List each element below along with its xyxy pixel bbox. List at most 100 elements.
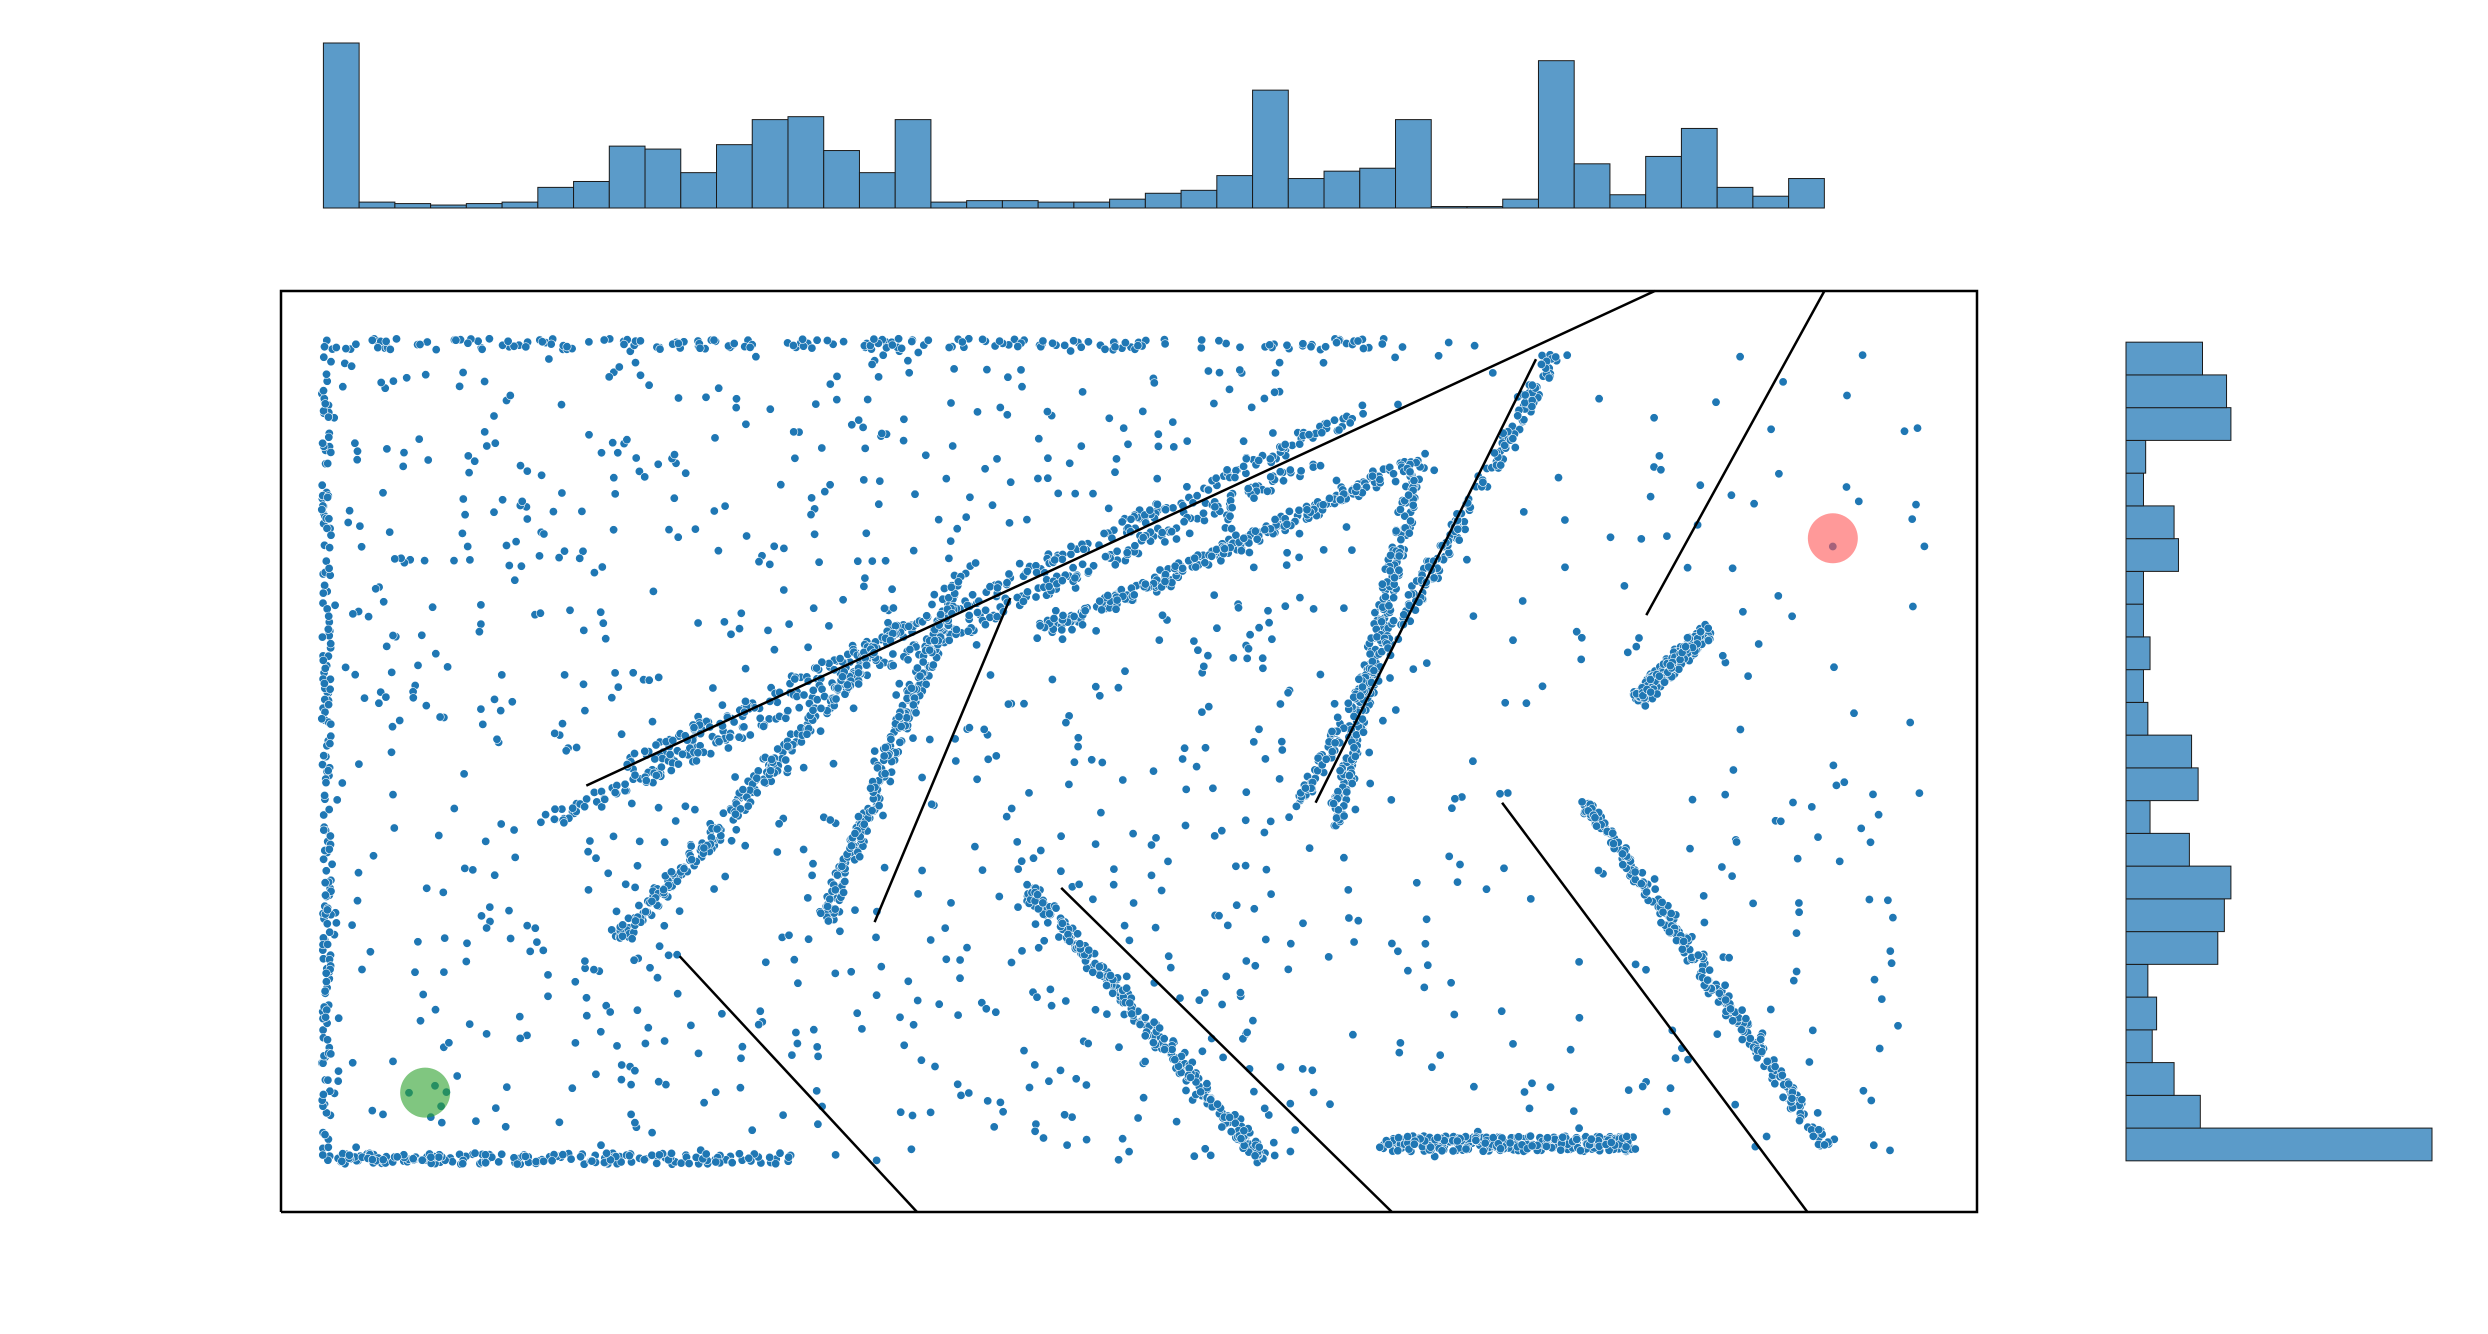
scatter-point (451, 335, 461, 345)
scatter-point (1182, 482, 1192, 492)
scatter-point (449, 556, 459, 566)
scatter-point (1045, 909, 1055, 919)
scatter-point (1285, 1099, 1295, 1109)
scatter-point (326, 447, 336, 457)
scatter-point (741, 664, 751, 674)
scatter-point (1127, 1009, 1137, 1019)
scatter-point (713, 546, 723, 556)
scatter-point (348, 1058, 358, 1068)
x-hist-bar (1323, 170, 1361, 209)
scatter-point (1018, 596, 1028, 606)
scatter-point (980, 620, 990, 630)
scatter-point (390, 554, 400, 564)
scatter-point (535, 608, 545, 618)
scatter-point (1022, 880, 1032, 890)
scatter-point (1064, 779, 1074, 789)
scatter-point (1671, 1053, 1681, 1063)
scatter-point (323, 1142, 333, 1152)
scatter-point (1420, 449, 1430, 459)
scatter-point (1043, 918, 1053, 928)
scatter-point (759, 721, 769, 731)
scatter-point (630, 358, 640, 368)
scatter-point (832, 395, 842, 405)
scatter-point (1133, 341, 1143, 351)
scatter-point (477, 344, 487, 354)
scatter-point (1359, 343, 1369, 353)
scatter-point (1250, 961, 1260, 971)
scatter-point (516, 561, 526, 571)
scatter-point (1646, 492, 1656, 502)
scatter-point (1191, 562, 1201, 572)
scatter-point (708, 683, 718, 693)
scatter-point (634, 466, 644, 476)
scatter-point (1241, 815, 1251, 825)
scatter-point (651, 740, 661, 750)
scatter-point (727, 1158, 737, 1168)
scatter-point (596, 1027, 606, 1037)
scatter-point (1241, 861, 1251, 871)
scatter-point (1654, 451, 1664, 461)
scatter-point (641, 907, 651, 917)
scatter-point (953, 1010, 963, 1020)
scatter-point (1197, 1046, 1207, 1056)
scatter-point (1078, 387, 1088, 397)
scatter-point (579, 625, 589, 635)
scatter-point (905, 644, 915, 654)
scatter-point (781, 755, 791, 765)
scatter-point (1342, 522, 1352, 532)
scatter-point (1062, 1140, 1072, 1150)
goal-marker (1807, 513, 1858, 564)
y-hist-bar (2125, 472, 2144, 507)
scatter-point (1087, 755, 1097, 765)
scatter-point (1423, 960, 1433, 970)
scatter-point (324, 432, 334, 442)
scatter-point (681, 468, 691, 478)
scatter-point (1061, 996, 1071, 1006)
scatter-point (1527, 1141, 1537, 1151)
scatter-point (769, 541, 779, 551)
scatter-point (737, 1042, 747, 1052)
maze-wall (678, 955, 918, 1213)
scatter-point (1270, 387, 1280, 397)
scatter-point (1123, 439, 1133, 449)
x-hist-bar (1109, 198, 1146, 209)
scatter-point (607, 925, 617, 935)
scatter-point (1102, 980, 1112, 990)
scatter-point (1526, 894, 1536, 904)
scatter-point (1842, 482, 1852, 492)
scatter-point (1148, 1038, 1158, 1048)
scatter-point (1641, 965, 1651, 975)
scatter-point (630, 1066, 640, 1076)
scatter-point (1327, 726, 1337, 736)
scatter-point (1103, 590, 1113, 600)
scatter-point (1393, 946, 1403, 956)
scatter-point (378, 1109, 388, 1119)
scatter-point (1057, 918, 1067, 928)
scatter-point (378, 488, 388, 498)
scatter-point (1112, 546, 1122, 556)
scatter-point (734, 1149, 744, 1159)
scatter-point (677, 749, 687, 759)
scatter-point (745, 342, 755, 352)
scatter-point (620, 779, 630, 789)
scatter-point (1349, 937, 1359, 947)
scatter-point (754, 1020, 764, 1030)
scatter-point (515, 1012, 525, 1022)
scatter-point (1217, 826, 1227, 836)
scatter-point (1019, 699, 1029, 709)
scatter-point (550, 728, 560, 738)
scatter-point (1688, 795, 1698, 805)
scatter-point (1051, 606, 1061, 616)
scatter-point (1766, 1004, 1776, 1014)
scatter-point (736, 1053, 746, 1063)
scatter-point (608, 831, 618, 841)
scatter-point (812, 1086, 822, 1096)
scatter-point (1244, 644, 1254, 654)
scatter-point (1048, 338, 1058, 348)
scatter-point (1042, 407, 1052, 417)
scatter-point (322, 905, 332, 915)
scatter-point (763, 625, 773, 635)
scatter-point (627, 934, 637, 944)
scatter-point (607, 693, 617, 703)
scatter-point (1560, 515, 1570, 525)
